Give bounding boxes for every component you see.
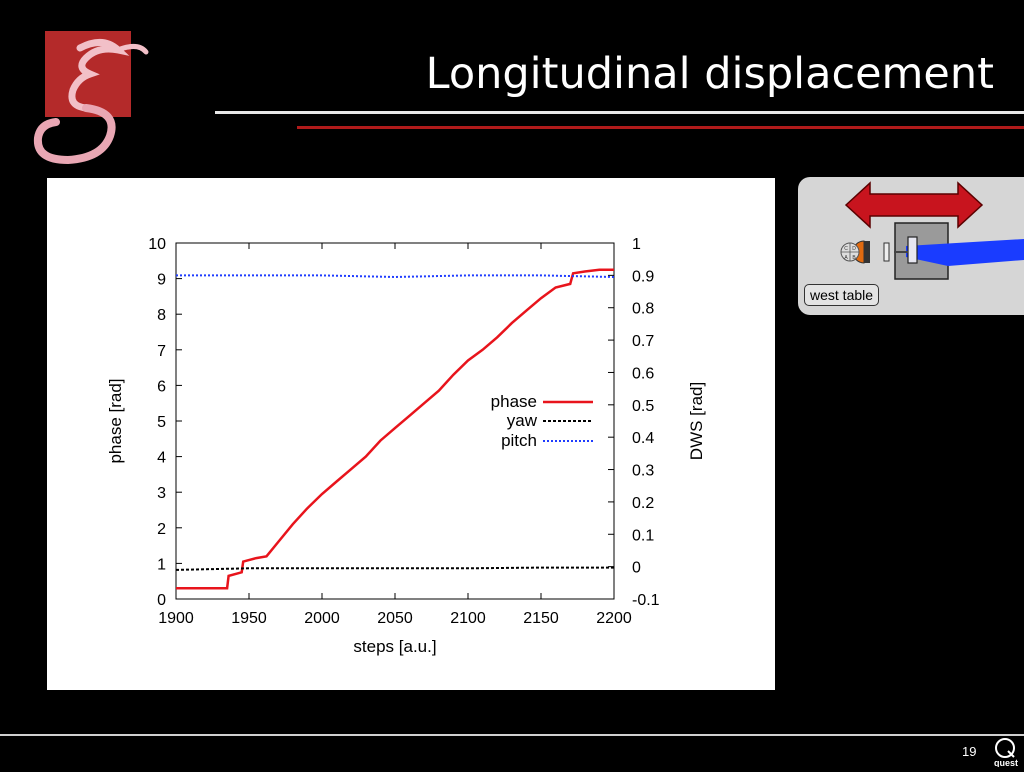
- laser-beam: [906, 239, 1024, 266]
- y-tick-label: 0: [157, 592, 166, 609]
- y-tick-label: 6: [157, 378, 166, 395]
- legend: phase yaw pitch: [491, 392, 593, 450]
- x-tick-label: 2100: [450, 610, 486, 627]
- y2-tick-label: 0.9: [632, 268, 654, 285]
- y-tick-label: 7: [157, 343, 166, 360]
- quest-logo-text: quest: [994, 758, 1018, 767]
- x-tick-label: 1950: [231, 610, 267, 627]
- y2-tick-label: 0.2: [632, 495, 654, 512]
- x-tick-label: 2050: [377, 610, 413, 627]
- y-axis-label: phase [rad]: [106, 378, 125, 463]
- x-tick-label: 2200: [596, 610, 632, 627]
- y-tick-label: 1: [157, 556, 166, 573]
- x-tick-label: 2000: [304, 610, 340, 627]
- y2-tick-label: 0.7: [632, 333, 654, 350]
- x-axis-label: steps [a.u.]: [353, 637, 436, 656]
- title-divider-red: [297, 126, 1024, 129]
- series-line-phase: [176, 268, 614, 590]
- y2-tick-label: 0.5: [632, 398, 654, 415]
- legend-label-pitch: pitch: [501, 431, 537, 450]
- quadrant-label-a: A: [844, 255, 848, 261]
- x-tick-label: 2150: [523, 610, 559, 627]
- west-table-label: west table: [804, 284, 880, 306]
- displacement-chart: 1900 1950 2000 2050 2100 2150 2200 0 1 2 3 4 5 6 7 8 9 1…: [106, 236, 706, 656]
- title-divider-white: [215, 111, 1024, 114]
- mirror-icon: [907, 236, 918, 264]
- y-tick-label: 10: [148, 236, 166, 253]
- y-tick-label: 5: [157, 414, 166, 431]
- y2-tick-label: 0.8: [632, 301, 654, 318]
- quadrant-label-d: D: [852, 246, 856, 252]
- y2-tick-label: 0.3: [632, 463, 654, 480]
- quadrant-label-c: C: [844, 246, 848, 252]
- y-tick-label: 8: [157, 307, 166, 324]
- double-arrow-icon: [844, 181, 984, 229]
- lens-icon: [883, 242, 890, 262]
- y2-tick-label: 0.4: [632, 430, 654, 447]
- quest-logo: quest: [990, 737, 1022, 768]
- y-tick-label: 2: [157, 521, 166, 538]
- legend-label-phase: phase: [491, 392, 537, 411]
- series-line-yaw: [175, 566, 614, 571]
- y-tick-label: 3: [157, 485, 166, 502]
- y2-tick-label: 0: [632, 560, 641, 577]
- conference-logo: [28, 28, 153, 168]
- slide-title: Longitudinal displacement: [425, 49, 994, 99]
- footer-divider: [0, 734, 1024, 736]
- y2-tick-label: 0.6: [632, 365, 654, 382]
- x-tick-label: 1900: [158, 610, 194, 627]
- chart-panel: 1900 1950 2000 2050 2100 2150 2200 0 1 2 3 4 5 6 7 8 9 1…: [47, 178, 775, 690]
- y2-tick-label: -0.1: [632, 592, 660, 609]
- y-tick-label: 9: [157, 272, 166, 289]
- y2-tick-label: 1: [632, 236, 641, 253]
- legend-label-yaw: yaw: [507, 411, 538, 430]
- y-tick-label: 4: [157, 450, 166, 467]
- page-number: 19: [962, 744, 977, 759]
- y2-axis-label: DWS [rad]: [687, 382, 706, 460]
- series-line-pitch: [176, 274, 615, 279]
- y2-tick-label: 0.1: [632, 527, 654, 544]
- quadrant-label-b: B: [852, 255, 856, 261]
